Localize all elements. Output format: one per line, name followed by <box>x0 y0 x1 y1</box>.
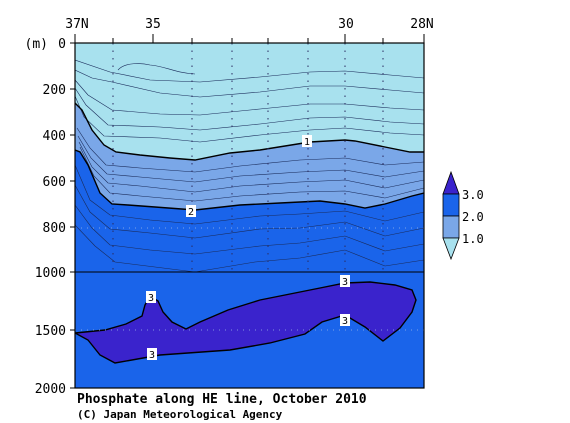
chart-credit: (C) Japan Meteorological Agency <box>77 408 283 421</box>
contour-2 <box>75 149 424 211</box>
svg-text:3: 3 <box>342 316 348 327</box>
plot-frame <box>74 42 425 389</box>
y-tick-label: 600 <box>43 175 66 190</box>
colorbar-label: 1.0 <box>462 232 484 246</box>
x-tick-label: 37N <box>65 17 88 32</box>
y-unit-label: (m) <box>25 37 48 52</box>
contour-label-3a: 3 <box>146 291 156 304</box>
contours-thin-upper <box>75 59 424 143</box>
x-tick-label: 35 <box>145 17 161 32</box>
colorbar-segment-2-3 <box>442 193 460 217</box>
left-axis-ticks <box>70 42 75 389</box>
contour-label-2: 2 <box>186 205 196 218</box>
colorbar-segment-1-2 <box>442 215 460 239</box>
colorbar-top-arrow <box>442 170 460 195</box>
colorbar-label: 2.0 <box>462 210 484 224</box>
station-lines <box>112 43 384 272</box>
colorbar-bottom-arrow <box>442 237 460 261</box>
top-axis-ticks <box>74 34 425 43</box>
y-tick-label: 2000 <box>35 382 66 397</box>
y-tick-label: 0 <box>58 37 66 52</box>
contour-label-3d: 3 <box>147 348 157 361</box>
contour-labels: 1 2 3 3 3 3 <box>146 135 350 361</box>
colorbar-labels: 3.0 2.0 1.0 <box>462 188 484 246</box>
svg-text:1: 1 <box>304 137 310 148</box>
y-tick-labels: (m) 0 200 400 600 800 1000 1500 2000 <box>25 37 66 397</box>
contours-thin-middle <box>76 127 424 202</box>
svg-text:3: 3 <box>149 350 155 361</box>
x-tick-label: 28N <box>410 17 433 32</box>
colorbar: 3.0 2.0 1.0 <box>442 170 484 261</box>
fill-below-1 <box>75 43 424 160</box>
x-tick-label: 30 <box>338 17 354 32</box>
contours-thin-lower <box>75 164 424 273</box>
contour-label-1: 1 <box>302 135 312 148</box>
plot-area <box>75 43 424 388</box>
deep-grid-dots <box>75 227 424 331</box>
fill-above-3 <box>75 282 416 363</box>
x-tick-labels: 37N 35 30 28N <box>65 17 433 32</box>
y-tick-label: 1000 <box>35 266 66 281</box>
svg-text:2: 2 <box>188 207 194 218</box>
svg-text:3: 3 <box>148 293 154 304</box>
y-tick-label: 200 <box>43 83 66 98</box>
colorbar-label: 3.0 <box>462 188 484 202</box>
y-tick-label: 800 <box>43 221 66 236</box>
contour-label-3c: 3 <box>340 314 350 327</box>
contour-label-3b: 3 <box>340 275 350 288</box>
y-tick-label: 1500 <box>35 324 66 339</box>
svg-text:3: 3 <box>342 277 348 288</box>
chart-title: Phosphate along HE line, October 2010 <box>77 392 367 407</box>
y-tick-label: 400 <box>43 129 66 144</box>
contour-1 <box>75 102 424 161</box>
